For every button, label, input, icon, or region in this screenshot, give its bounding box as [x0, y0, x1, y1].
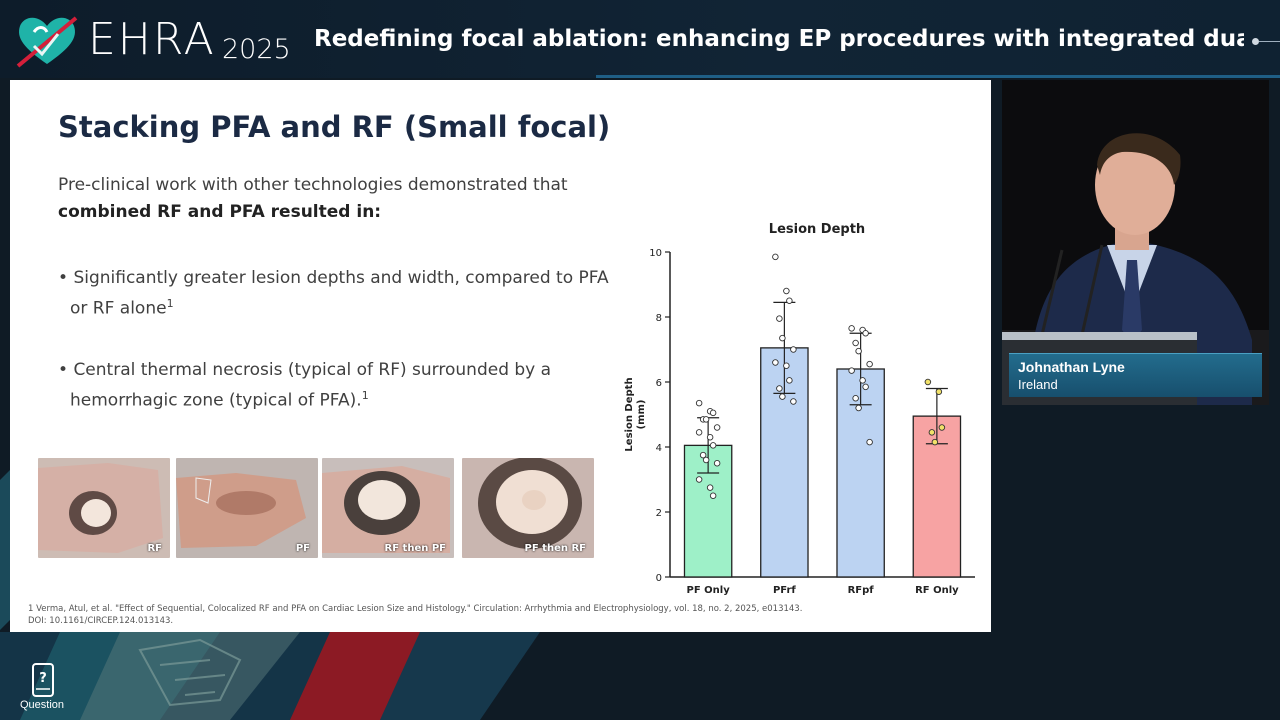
photo-label: PF then RF — [524, 543, 586, 554]
session-title: Redefining focal ablation: enhancing EP … — [314, 26, 1244, 52]
data-point — [709, 442, 717, 449]
question-button[interactable]: ? Question — [14, 660, 72, 716]
slide-intro: Pre-clinical work with other technologie… — [58, 172, 618, 226]
data-point — [859, 377, 866, 384]
footnote-line-1: 1 Verma, Atul, et al. "Effect of Sequent… — [28, 604, 803, 614]
slide-title: Stacking PFA and RF (Small focal) — [58, 110, 611, 144]
speaker-name: Johnathan Lyne — [1018, 359, 1125, 375]
bullet-item: • Significantly greater lesion depths an… — [58, 268, 609, 319]
y-tick-label: 2 — [656, 508, 662, 519]
y-tick-label: 10 — [649, 248, 662, 259]
footnote-line-2: DOI: 10.1161/CIRCEP.124.013143. — [28, 616, 174, 626]
speaker-name-card: Johnathan Lyne Ireland — [1009, 353, 1262, 397]
bullet-item: • Central thermal necrosis (typical of R… — [58, 360, 552, 411]
data-point — [852, 394, 859, 402]
bullet-text: Significantly greater lesion depths and … — [70, 268, 609, 319]
x-tick-label: RF Only — [915, 585, 959, 596]
lesion-photo-pf-then-rf: PF then RF — [462, 458, 594, 558]
y-tick-label: 4 — [656, 443, 662, 454]
data-point — [706, 433, 714, 441]
data-point — [790, 346, 797, 353]
question-label: Question — [19, 699, 65, 711]
data-point — [709, 492, 717, 500]
ehra-logo-text: EHRA — [88, 14, 216, 65]
data-point — [706, 484, 714, 491]
photo-label: PF — [295, 543, 310, 554]
data-point — [931, 438, 939, 446]
intro-line-1: Pre-clinical work with other technologie… — [58, 175, 568, 195]
lesion-photo-pf: PF — [176, 458, 318, 558]
data-point — [848, 367, 855, 374]
data-point — [783, 287, 790, 295]
presentation-slide: Stacking PFA and RF (Small focal) Pre-cl… — [10, 80, 991, 632]
progress-dot — [1252, 38, 1259, 45]
x-tick-label: PFrf — [773, 585, 796, 596]
data-point — [695, 399, 703, 407]
header-divider — [596, 75, 1280, 78]
y-tick-label: 0 — [656, 573, 662, 584]
data-point — [790, 398, 797, 405]
photo-label: RF — [147, 543, 162, 554]
data-point — [772, 253, 779, 261]
ehra-logo-year: 2025 — [222, 34, 291, 65]
progress-line — [1259, 41, 1280, 42]
lesion-photo-rf: RF — [38, 458, 170, 558]
data-point — [776, 385, 783, 392]
data-point — [862, 383, 869, 391]
data-point — [713, 424, 721, 431]
data-point — [713, 459, 721, 467]
data-point — [702, 456, 710, 464]
lesion-photo-strip: RF PF RF then PF PF then RF — [38, 458, 598, 558]
speaker-country: Ireland — [1018, 377, 1058, 392]
data-point — [786, 297, 793, 304]
x-tick-label: PF Only — [687, 585, 731, 596]
y-tick-label: 6 — [656, 378, 662, 389]
ehra-heart-logo-icon — [16, 16, 78, 68]
phone-question-icon: ? — [32, 663, 54, 697]
intro-line-2: combined RF and PFA resulted in: — [58, 202, 382, 222]
svg-text:?: ? — [39, 671, 47, 686]
data-point — [695, 429, 703, 436]
y-tick-label: 8 — [656, 313, 662, 324]
data-point — [779, 393, 786, 400]
data-point — [776, 315, 783, 322]
data-point — [779, 334, 786, 342]
chart-title: Lesion Depth — [769, 222, 865, 237]
y-axis-label: Lesion Depth — [624, 377, 635, 451]
bullet-citation: 1 — [361, 389, 369, 402]
data-point — [928, 429, 936, 436]
footnote: 1 Verma, Atul, et al. "Effect of Sequent… — [28, 603, 928, 627]
data-point — [699, 451, 707, 459]
data-point — [852, 339, 859, 347]
data-point — [855, 347, 862, 355]
data-point — [866, 360, 873, 368]
data-point — [709, 409, 717, 417]
data-point — [862, 329, 869, 337]
header-bar: EHRA 2025 Redefining focal ablation: enh… — [0, 0, 1280, 78]
bullet-citation: 1 — [166, 297, 174, 310]
data-point — [855, 404, 862, 412]
y-axis-label-unit: (mm) — [636, 400, 647, 430]
data-point — [786, 377, 793, 384]
data-point — [935, 388, 943, 395]
data-point — [695, 476, 703, 483]
bullet-text: Central thermal necrosis (typical of RF)… — [70, 360, 552, 411]
photo-label: RF then PF — [384, 543, 446, 554]
data-point — [924, 378, 932, 386]
data-point — [783, 362, 790, 369]
data-point — [866, 438, 873, 446]
data-point — [702, 416, 710, 423]
data-point — [938, 424, 946, 431]
data-point — [772, 359, 779, 366]
data-point — [848, 325, 855, 332]
lesion-photo-rf-then-pf: RF then PF — [322, 458, 454, 558]
x-tick-label: RFpf — [848, 585, 875, 596]
